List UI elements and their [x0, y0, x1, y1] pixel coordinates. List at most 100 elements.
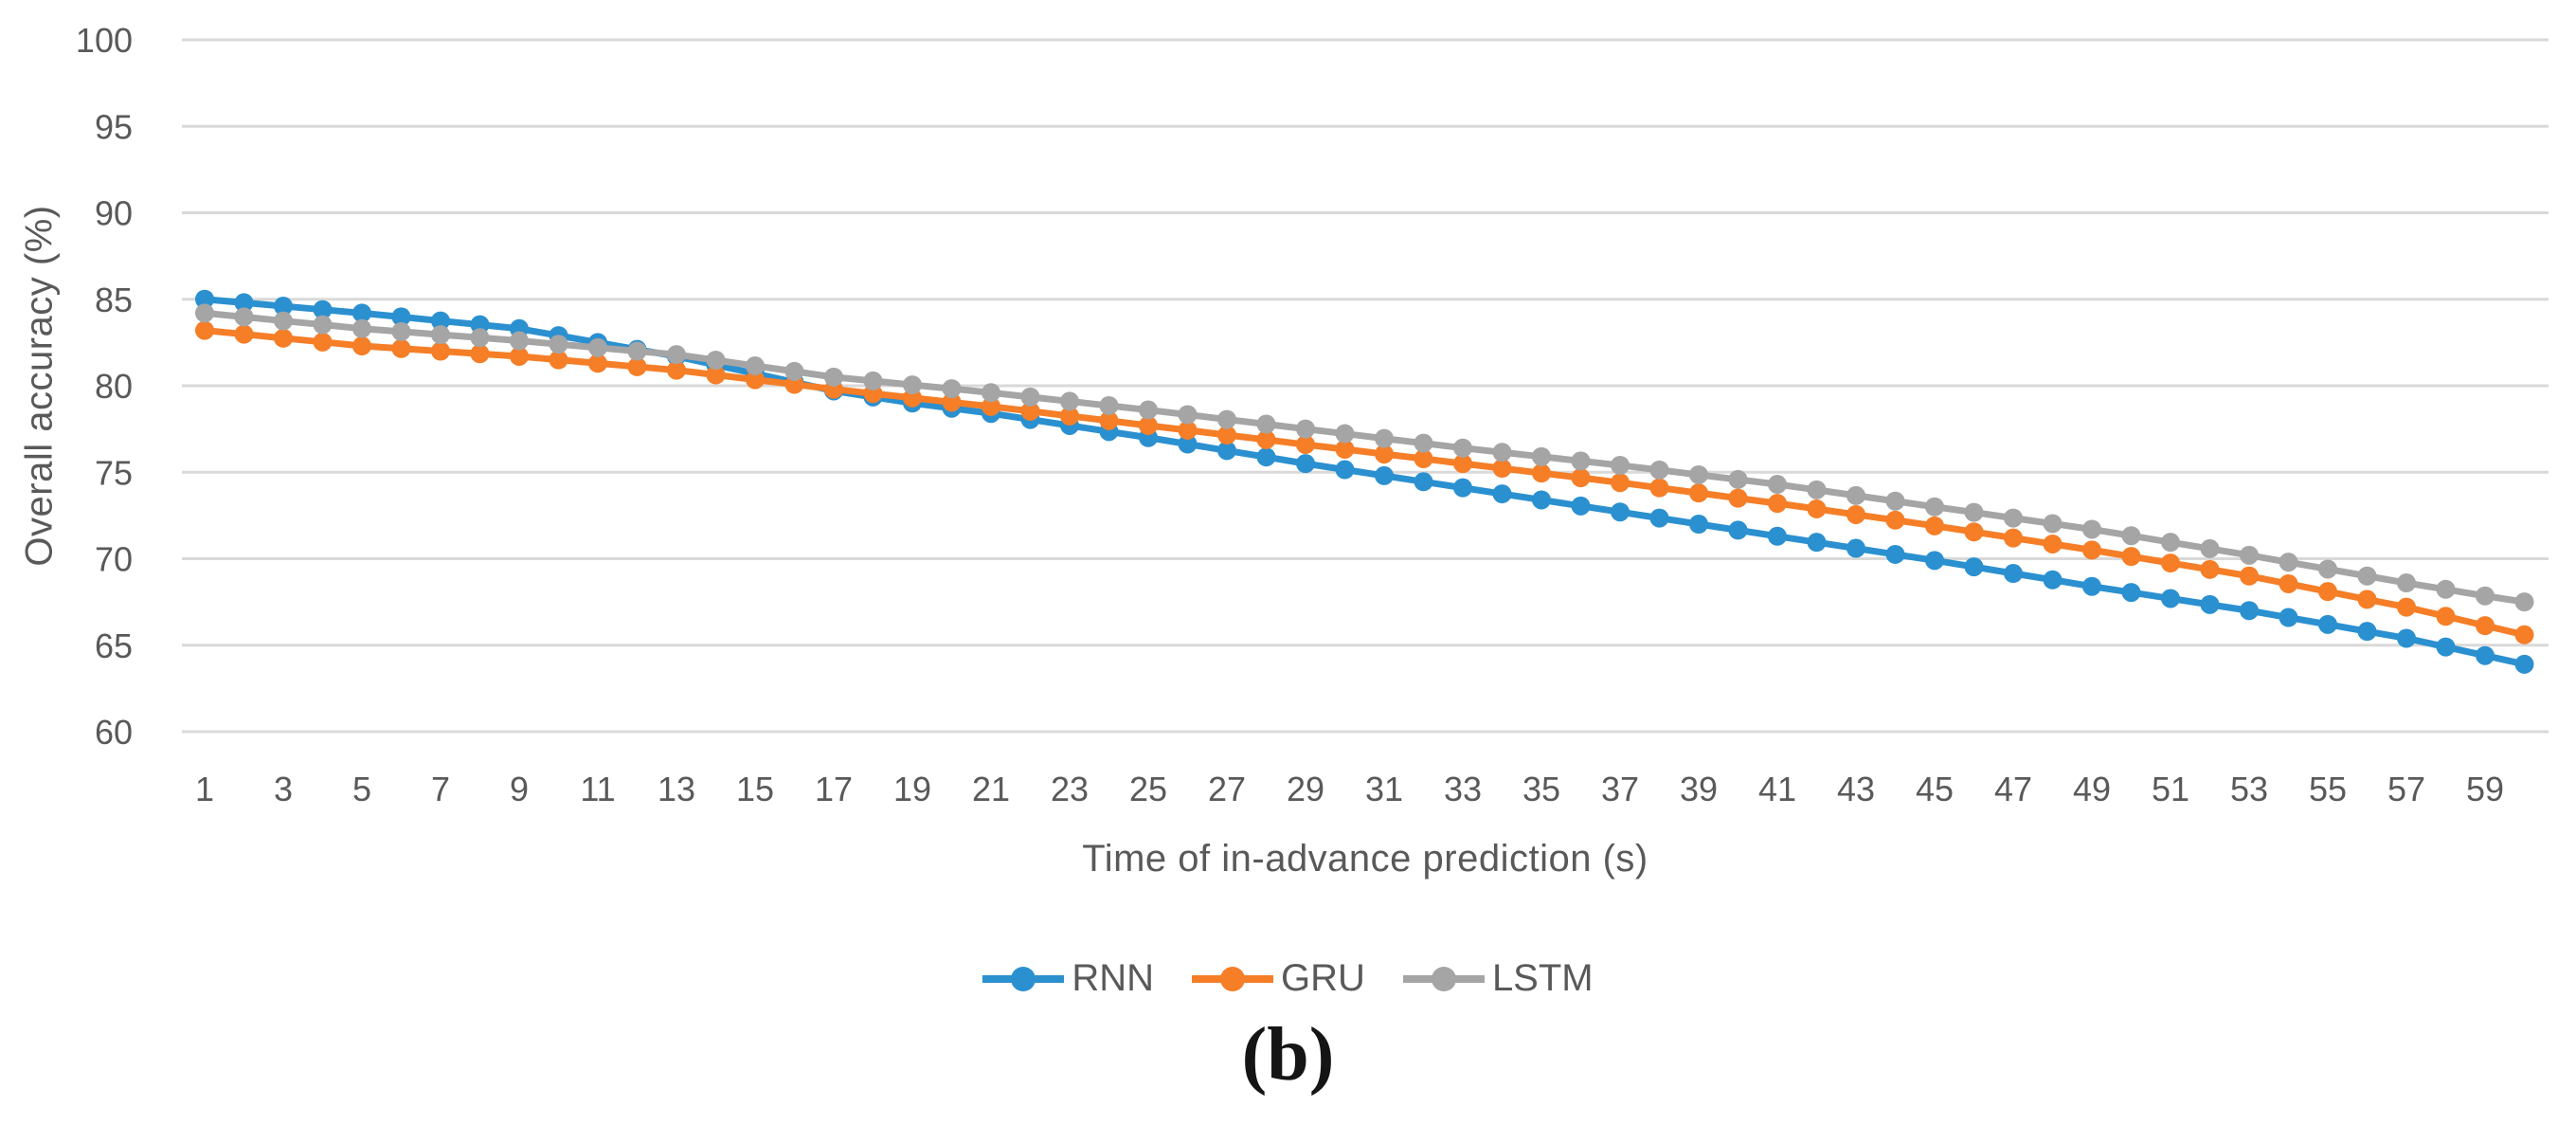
- series-point-gru: [1532, 463, 1551, 483]
- series-point-lstm: [1846, 485, 1865, 505]
- series-point-lstm: [1492, 443, 1512, 463]
- series-point-rnn: [470, 315, 490, 335]
- x-tick-label-15: 15: [736, 770, 774, 808]
- series-point-lstm: [549, 335, 568, 354]
- x-axis-title: Time of in-advance prediction (s): [1082, 838, 1648, 880]
- series-point-rnn: [1217, 441, 1236, 461]
- series-point-lstm: [667, 345, 686, 365]
- series-point-lstm: [1178, 405, 1198, 425]
- x-tick-label-9: 9: [510, 770, 529, 808]
- series-point-gru: [1571, 468, 1591, 488]
- series-point-gru: [1649, 478, 1669, 498]
- series-point-lstm: [1256, 414, 1276, 434]
- x-tick-label-39: 39: [1680, 770, 1718, 808]
- series-point-lstm: [470, 328, 490, 348]
- x-tick-label-21: 21: [972, 770, 1010, 808]
- series-point-rnn: [1728, 520, 1748, 540]
- legend-item-rnn: RNN: [982, 957, 1154, 1000]
- series-point-gru: [1178, 420, 1198, 440]
- series-point-rnn: [431, 311, 450, 331]
- series-point-gru: [2161, 553, 2180, 573]
- series-point-lstm: [784, 361, 804, 381]
- series-point-lstm: [1217, 409, 1236, 429]
- x-tick-label-51: 51: [2152, 770, 2189, 808]
- y-tick-label-75: 75: [95, 453, 133, 492]
- series-point-lstm: [2121, 526, 2141, 546]
- series-point-rnn: [2004, 564, 2023, 584]
- legend-line-marker-lstm-icon: [1402, 966, 1485, 991]
- series-point-lstm: [2082, 519, 2101, 539]
- series-point-rnn: [2357, 622, 2377, 642]
- series-point-gru: [588, 354, 607, 373]
- x-tick-label-41: 41: [1758, 770, 1796, 808]
- series-point-gru: [1925, 516, 1944, 535]
- series-point-lstm: [1335, 424, 1355, 444]
- series-point-rnn: [1335, 460, 1355, 480]
- figure-caption: (b): [1241, 1013, 1335, 1097]
- x-tick-label-45: 45: [1916, 770, 1954, 808]
- series-point-rnn: [1532, 490, 1551, 510]
- series-point-gru: [784, 374, 804, 394]
- series-point-gru: [2436, 607, 2456, 626]
- series-point-gru: [2279, 573, 2298, 593]
- series-point-lstm: [274, 311, 293, 331]
- series-point-rnn: [2121, 583, 2141, 603]
- legend-label-lstm: LSTM: [1491, 957, 1594, 999]
- y-tick-label-80: 80: [95, 367, 133, 406]
- series-point-gru: [706, 365, 726, 385]
- x-tick-label-5: 5: [352, 770, 371, 808]
- series-point-gru: [1611, 473, 1630, 493]
- series-point-rnn: [2514, 654, 2534, 674]
- series-point-rnn: [1414, 472, 1433, 492]
- series-point-lstm: [942, 379, 962, 399]
- x-tick-label-1: 1: [195, 770, 214, 808]
- series-point-gru: [1964, 522, 1984, 542]
- series-point-rnn: [1925, 551, 1944, 571]
- series-point-lstm: [2240, 545, 2259, 565]
- series-point-gru: [2357, 590, 2377, 609]
- y-axis-title: Overall accuracy (%): [18, 205, 61, 567]
- series-point-gru: [2476, 616, 2495, 636]
- series-point-gru: [2514, 625, 2534, 644]
- series-point-gru: [2043, 534, 2063, 553]
- y-tick-label-60: 60: [95, 713, 133, 752]
- series-point-gru: [1453, 454, 1472, 474]
- series-point-lstm: [1649, 460, 1669, 480]
- series-point-rnn: [1964, 557, 1984, 577]
- series-point-gru: [470, 344, 490, 364]
- x-tick-label-37: 37: [1601, 770, 1639, 808]
- series-point-gru: [510, 346, 529, 366]
- series-point-rnn: [1453, 478, 1472, 498]
- x-tick-label-35: 35: [1522, 770, 1560, 808]
- series-point-lstm: [1296, 419, 1315, 439]
- series-point-gru: [2082, 540, 2101, 560]
- legend-item-gru: GRU: [1192, 957, 1365, 1000]
- x-tick-label-47: 47: [1994, 770, 2032, 808]
- series-point-gru: [1885, 510, 1905, 530]
- series-point-lstm: [1925, 497, 1944, 517]
- series-point-rnn: [2397, 628, 2416, 648]
- series-point-gru: [234, 324, 254, 344]
- series-point-lstm: [903, 375, 922, 395]
- series-point-lstm: [2357, 566, 2377, 586]
- legend-line-marker-gru-icon: [1192, 966, 1274, 991]
- legend-label-gru: GRU: [1281, 957, 1365, 999]
- x-tick-label-19: 19: [893, 770, 931, 808]
- series-point-lstm: [1728, 469, 1748, 489]
- series-point-gru: [1099, 410, 1119, 430]
- series-point-lstm: [2161, 533, 2180, 553]
- series-point-lstm: [863, 371, 883, 390]
- series-point-lstm: [706, 350, 726, 370]
- x-tick-label-7: 7: [431, 770, 450, 808]
- series-point-gru: [1296, 435, 1315, 455]
- legend-dot-icon: [1011, 966, 1036, 991]
- series-point-lstm: [2200, 538, 2220, 558]
- series-point-gru: [2240, 566, 2259, 586]
- legend-label-rnn: RNN: [1072, 957, 1155, 999]
- series-point-rnn: [234, 293, 254, 313]
- series-point-lstm: [627, 341, 647, 361]
- series-point-rnn: [1178, 434, 1198, 454]
- x-tick-label-11: 11: [580, 770, 615, 808]
- x-tick-label-13: 13: [658, 770, 695, 808]
- series-point-lstm: [352, 318, 371, 338]
